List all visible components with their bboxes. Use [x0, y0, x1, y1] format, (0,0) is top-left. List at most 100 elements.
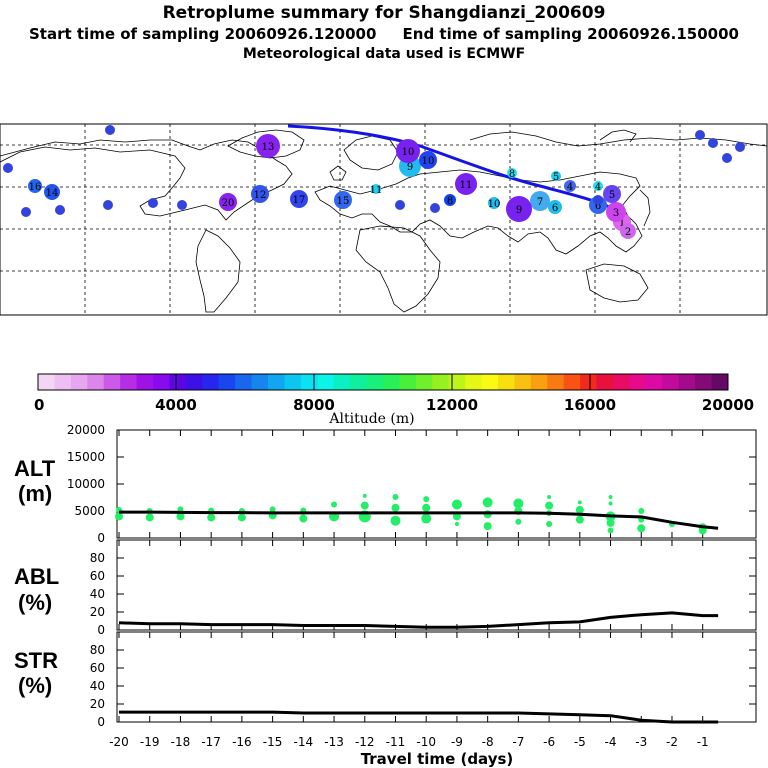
x-tick-label: -20 — [109, 735, 129, 749]
y-tick-label: 5000 — [74, 504, 105, 518]
map-marker-dot — [455, 173, 477, 195]
colorbar-swatch — [38, 374, 55, 390]
map-marker: 6 — [548, 200, 562, 214]
colorbar-swatch — [645, 374, 663, 390]
colorbar-swatch — [678, 374, 696, 390]
x-tick-label: -9 — [451, 735, 463, 749]
x-axis-label: Travel time (days) — [361, 750, 514, 768]
map-marker-label: 13 — [262, 142, 275, 153]
map-marker-dot — [148, 198, 158, 208]
alt-point — [423, 496, 430, 503]
colorbar-swatches — [38, 374, 729, 390]
map-marker-label: 7 — [537, 197, 543, 208]
y-tick-label: 80 — [90, 551, 105, 565]
x-tick-label: -3 — [635, 735, 647, 749]
map-marker-label: 8 — [509, 169, 515, 180]
colorbar-swatch — [300, 374, 318, 390]
alt-point — [177, 506, 184, 513]
map-marker: 15 — [334, 191, 352, 209]
map-marker-dot — [548, 200, 562, 214]
colorbar-swatch — [284, 374, 302, 390]
abl-panel-frame — [116, 539, 757, 631]
colorbar-swatch — [432, 374, 450, 390]
y-tick-label: 0 — [97, 623, 105, 637]
altitude-colorbar: 0 4000 8000 12000 16000 20000 Altitude (m) — [34, 373, 754, 427]
x-tick-label: -1 — [697, 735, 709, 749]
alt-point — [176, 512, 185, 521]
colorbar-tick-label: 20000 — [702, 396, 754, 414]
map-marker-label: 6 — [552, 203, 558, 214]
map-marker-label: 11 — [460, 180, 473, 191]
map-marker: 5 — [603, 185, 621, 203]
colorbar-tick-label: 16000 — [564, 396, 616, 414]
map-marker: 10 — [396, 139, 420, 163]
map-marker: 11 — [455, 173, 477, 195]
x-tick-marks — [118, 430, 704, 722]
map-marker-dot — [55, 205, 65, 215]
y-tick-label: 0 — [97, 715, 105, 729]
map-marker-dot — [593, 181, 603, 191]
map-marker-dot — [606, 202, 626, 222]
colorbar-tick-label: 0 — [34, 396, 44, 414]
x-tick-label: -14 — [294, 735, 314, 749]
abl-panel-unit: (%) — [18, 590, 52, 615]
map-marker-dot — [507, 168, 517, 178]
colorbar-swatch — [530, 374, 548, 390]
map-marker-dot — [251, 185, 269, 203]
colorbar-swatch — [415, 374, 433, 390]
x-tick-label: -7 — [512, 735, 524, 749]
map-marker-dot — [419, 151, 437, 169]
colorbar-swatch — [169, 374, 187, 390]
alt-point — [391, 503, 400, 512]
time-series-panels: ALT (m) ABL (%) STR (%) 2000015000100005… — [14, 423, 757, 768]
map-marker-label: 1 — [619, 218, 625, 229]
alt-point — [331, 501, 338, 508]
colorbar-swatch — [481, 374, 499, 390]
colorbar-swatch — [120, 374, 138, 390]
coastlines — [0, 129, 768, 313]
colorbar-ticks: 0 4000 8000 12000 16000 20000 — [34, 374, 754, 414]
map-marker-dot — [44, 184, 60, 200]
colorbar-swatch — [613, 374, 630, 390]
x-tick-label: -10 — [416, 735, 436, 749]
str-line — [119, 710, 719, 724]
alt-point — [421, 513, 432, 524]
y-tick-label: 40 — [90, 679, 105, 693]
map-marker-dot — [695, 130, 705, 140]
map-marker: 10 — [419, 151, 437, 169]
map-marker: 10 — [488, 197, 500, 210]
y-tick-label: 20 — [90, 697, 105, 711]
colorbar-tick-label: 8000 — [293, 396, 335, 414]
y-tick-label: 15000 — [67, 450, 105, 464]
map-marker-dot — [708, 138, 718, 148]
x-tick-label: -17 — [201, 735, 221, 749]
alt-point — [698, 526, 707, 535]
map-marker-dot — [593, 195, 603, 205]
map-marker-label: 4 — [567, 182, 573, 193]
map-marker: 4 — [593, 181, 603, 193]
abl-line — [118, 611, 719, 629]
colorbar-label: Altitude (m) — [328, 411, 414, 427]
colorbar-tick-label: 4000 — [155, 396, 197, 414]
map-marker-dot — [103, 200, 113, 210]
map-marker-dot — [722, 153, 732, 163]
map-frame — [0, 123, 768, 316]
map-marker-dot — [620, 223, 636, 239]
x-tick-labels: -20 -19 -18 -17 -16 -15 -14 -13 -12 -11 -10 -9 -8 -7 -… — [109, 735, 708, 749]
x-tick-label: -13 — [324, 735, 344, 749]
map-marker: 16 — [28, 179, 42, 193]
map-marker-dot — [506, 196, 532, 222]
alt-panel-frame — [116, 429, 757, 539]
y-tick-label: 80 — [90, 643, 105, 657]
alt-point — [269, 506, 276, 513]
abl-y-ticks: 80 60 40 20 0 — [90, 551, 756, 637]
x-tick-label: -2 — [666, 735, 678, 749]
str-panel-unit: (%) — [18, 673, 52, 698]
plume-track — [287, 124, 617, 212]
map-marker-dot — [444, 194, 456, 206]
alt-point — [515, 518, 522, 525]
alt-panel-unit: (m) — [18, 481, 52, 506]
map-marker-dot — [21, 207, 31, 217]
colorbar-swatch — [333, 374, 351, 390]
